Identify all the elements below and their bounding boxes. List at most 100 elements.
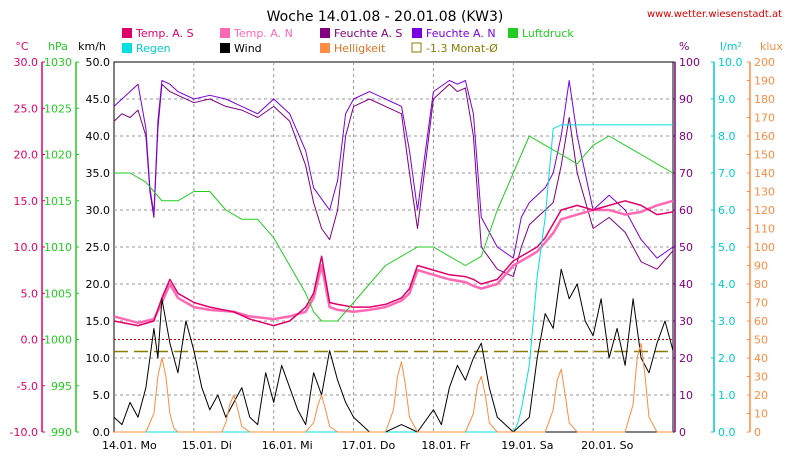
axis-celsius: °C -10.0 -5.0 0.0 5.0 10.0 15.0 20.0 25.0 30.0 [10,40,45,439]
axis-tick-label: 4.0 [718,278,736,291]
legend-label: Helligkeit [334,42,386,55]
axis-tick-label: 200 [754,56,775,69]
axis-tick-label: 7.0 [718,167,736,180]
axis-percent: % 0 10 20 30 40 50 60 70 80 90 100 [672,40,700,439]
axis-tick-label: 10.0 [718,56,743,69]
axis-tick-label: 20 [679,352,693,365]
axis-tick-label: 110 [754,223,775,236]
axis-tick-label: 10.0 [86,352,111,365]
axis-tick-label: 50 [679,241,693,254]
series-feuchte-a-s [113,83,674,278]
axis-tick-label: 50.0 [86,56,111,69]
series-regen [114,124,673,433]
source-link[interactable]: www.wetter.wiesenstadt.at [647,9,782,20]
axis-unit: hPa [48,40,68,53]
axis-tick-label: 20.0 [14,149,39,162]
axis-tick-label: 0 [754,426,761,439]
axis-tick-label: 90 [754,260,768,273]
x-tick-label: 17.01. Do [342,439,396,452]
axis-tick-label: 25.0 [14,102,39,115]
x-tick-label: 15.01. Di [182,439,232,452]
axis-tick-label: 40 [754,352,768,365]
axis-tick-label: 5.0 [718,241,736,254]
axis-tick-label: 1005 [44,287,72,300]
axis-klux: klux 0 10 20 30 40 50 60 70 80 90 100 110 120 130 140 15… [747,40,783,439]
axis-tick-label: 0.0 [93,426,111,439]
legend-label: Temp. A. S [135,27,194,40]
legend-label: Regen [136,42,171,55]
legend-swatch [508,28,518,38]
legend-label: Feuchte A. S [334,27,402,40]
axis-tick-label: 40 [679,278,693,291]
axis-tick-label: 60 [679,204,693,217]
axis-tick-label: 40.0 [86,130,111,143]
legend-swatch [220,28,230,38]
axis-tick-label: 1020 [44,149,72,162]
axis-tick-label: 20.0 [86,278,111,291]
axis-tick-label: 30 [754,371,768,384]
axis-km-h: km/h 0.0 5.0 10.0 15.0 20.0 25.0 30.0 35.0 40.0 45… [78,40,110,439]
axis-tick-label: 90 [679,93,693,106]
series [113,80,674,433]
legend-item-luftdruck: Luftdruck [508,27,574,40]
grid: 14.01. Mo 15.01. Di 16.01. Mi 17.01. Do 18.0… [102,61,674,452]
axis-tick-label: 15.0 [86,315,111,328]
legend: Temp. A. S Temp. A. N Feuchte A. S Feuchte … [122,27,574,55]
axis-unit: km/h [78,40,106,53]
axis-tick-label: 80 [679,130,693,143]
axis-tick-label: 190 [754,75,775,88]
axis-tick-label: 70 [679,167,693,180]
axis-tick-label: 5.0 [93,389,111,402]
axis-tick-label: 100 [754,241,775,254]
axis-tick-label: 1025 [44,102,72,115]
legend-label: Wind [234,42,262,55]
axis-tick-label: 70 [754,297,768,310]
axis-tick-label: 60 [754,315,768,328]
axis-tick-label: 20 [754,389,768,402]
legend-item-feuchte-a-n: Feuchte A. N [412,27,496,40]
axis-tick-label: 0.0 [718,426,736,439]
axis-tick-label: 180 [754,93,775,106]
x-tick-label: 16.01. Mi [262,439,313,452]
legend-swatch [411,42,422,53]
legend-swatch [320,43,330,53]
axis-tick-label: 170 [754,112,775,125]
legend-swatch [122,43,132,53]
legend-swatch [122,28,132,38]
axis-tick-label: -10.0 [10,426,38,439]
axis-tick-label: 1.0 [718,389,736,402]
axis-tick-label: 30 [679,315,693,328]
axis-tick-label: 0.0 [21,334,39,347]
axis-tick-label: 160 [754,130,775,143]
axis-tick-label: 1000 [44,334,72,347]
axis-tick-label: 45.0 [86,93,111,106]
axis-tick-label: 3.0 [718,315,736,328]
axis-tick-label: 35.0 [86,167,111,180]
axis-tick-label: 2.0 [718,352,736,365]
axis-tick-label: -5.0 [17,380,38,393]
axis-unit: klux [760,40,783,53]
axis-hpa: hPa 990 995 1000 1005 1010 1015 1020 1025 1030 [44,40,79,439]
axis-unit: °C [15,40,29,53]
legend-label: Feuchte A. N [426,27,496,40]
axis-tick-label: 6.0 [718,204,736,217]
axis-tick-label: 10.0 [14,241,39,254]
axis-tick-label: 8.0 [718,130,736,143]
series-temp-a-s [113,200,674,327]
axis-tick-label: 9.0 [718,93,736,106]
legend-label: -1.3 Monat-Ø [426,42,498,55]
axis-lm2: l/m² 0.0 1.0 2.0 3.0 4.0 5.0 6.0 7.0 8.0 9.0 10.0 [711,40,743,439]
axis-tick-label: 30.0 [86,204,111,217]
axis-tick-label: 130 [754,186,775,199]
axis-tick-label: 995 [51,380,72,393]
axis-tick-label: 10 [754,408,768,421]
axis-tick-label: 990 [51,426,72,439]
legend-item-regen: Regen [122,42,171,55]
axis-tick-label: 1030 [44,56,72,69]
axis-tick-label: 120 [754,204,775,217]
axis-tick-label: 5.0 [21,287,39,300]
legend-label: Luftdruck [522,27,574,40]
axis-tick-label: 10 [679,389,693,402]
axis-tick-label: 100 [679,56,700,69]
